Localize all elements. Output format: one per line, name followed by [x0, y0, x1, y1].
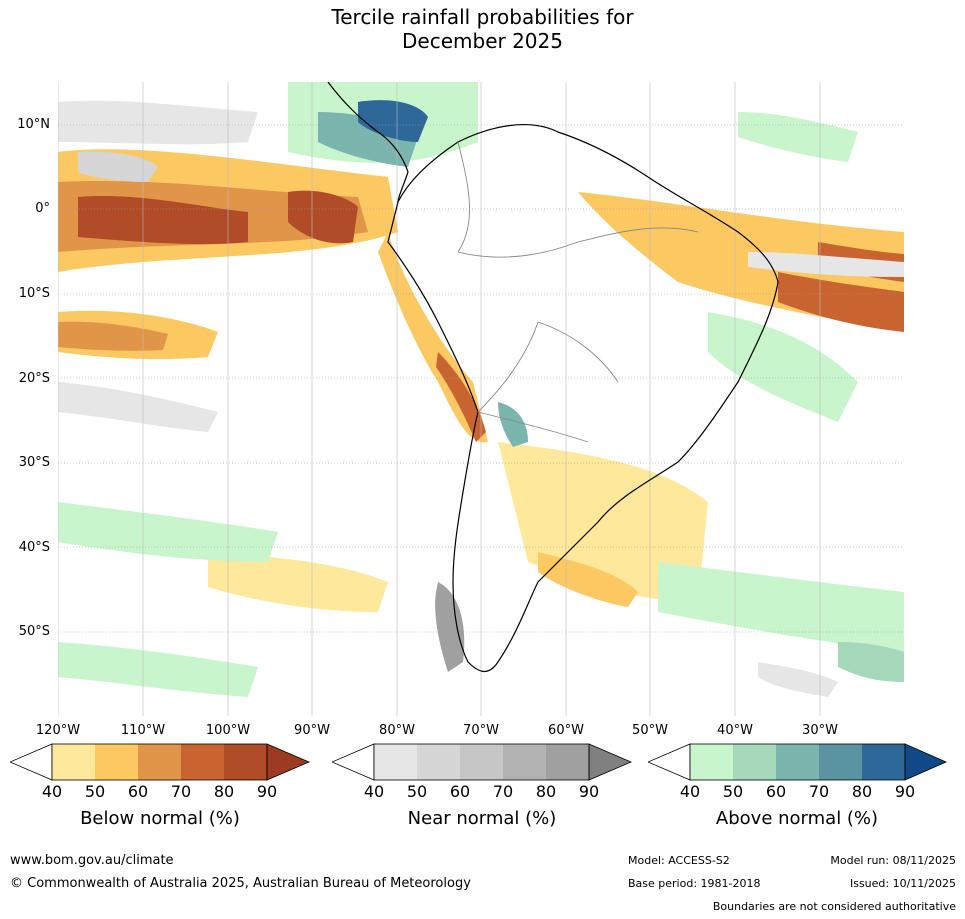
lon-label: 70°W [463, 723, 499, 738]
above-normal-colorbar [648, 743, 947, 781]
above-cbar-min-arrow [648, 743, 691, 781]
near-normal-regions [58, 100, 904, 697]
below-tick: 90 [256, 782, 278, 801]
above-cbar-segment [776, 744, 819, 780]
near-tick: 80 [535, 782, 557, 801]
footer-base-period: Base period: 1981-2018 [628, 877, 761, 890]
below-cbar-max-arrow [266, 743, 310, 781]
above-tick: 80 [851, 782, 873, 801]
rainfall-probability-map [58, 82, 904, 716]
near-normal-colorbar [332, 743, 632, 781]
lon-label: 80°W [379, 723, 415, 738]
below-tick: 50 [84, 782, 106, 801]
lat-label: 50°S [18, 624, 50, 639]
lon-label: 100°W [205, 723, 251, 738]
near-cbar-segment [460, 744, 503, 780]
below-normal-regions [58, 149, 904, 612]
above-cbar-segment [819, 744, 862, 780]
above-tick: 50 [722, 782, 744, 801]
lat-label: 20°S [18, 371, 50, 386]
below-cbar-segment [224, 744, 267, 780]
below-tick: 60 [127, 782, 149, 801]
lat-label: 30°S [18, 455, 50, 470]
footer-model: Model: ACCESS-S2 [628, 854, 730, 867]
above-tick: 90 [894, 782, 916, 801]
near-tick: 40 [363, 782, 385, 801]
footer-model-run: Model run: 08/11/2025 [830, 854, 956, 867]
footer-issued: Issued: 10/11/2025 [849, 877, 956, 890]
near-cbar-min-arrow [332, 743, 375, 781]
below-normal-colorbar [10, 743, 310, 781]
near-cbar-segment [546, 744, 589, 780]
lat-label: 40°S [18, 540, 50, 555]
above-cbar-segment [690, 744, 733, 780]
footer-disclaimer: Boundaries are not considered authoritat… [712, 900, 956, 913]
below-tick: 80 [213, 782, 235, 801]
lon-label: 110°W [120, 723, 166, 738]
near-tick: 90 [578, 782, 600, 801]
below-tick: 70 [170, 782, 192, 801]
below-cbar-segment [138, 744, 181, 780]
below-cbar-segment [52, 744, 95, 780]
near-cbar-segment [417, 744, 460, 780]
central-america-coastline [327, 82, 409, 203]
above-tick: 60 [765, 782, 787, 801]
below-normal-title: Below normal (%) [80, 808, 240, 829]
below-cbar-segment [181, 744, 224, 780]
map-title-line1: Tercile rainfall probabilities for [331, 5, 634, 29]
country-borders [457, 141, 699, 443]
above-tick: 70 [808, 782, 830, 801]
lat-label: 10°N [17, 117, 50, 132]
above-tick: 40 [679, 782, 701, 801]
meridians [58, 82, 821, 716]
above-cbar-segment [733, 744, 776, 780]
lon-label: 50°W [632, 723, 668, 738]
near-normal-title: Near normal (%) [407, 808, 557, 829]
footer-copyright: © Commonwealth of Australia 2025, Austra… [10, 876, 471, 891]
lon-label: 90°W [294, 723, 330, 738]
near-tick: 70 [492, 782, 514, 801]
south-america-coastline [387, 123, 779, 672]
lon-label: 30°W [802, 723, 838, 738]
near-cbar-max-arrow [588, 743, 632, 781]
near-cbar-segment [374, 744, 417, 780]
near-tick: 50 [406, 782, 428, 801]
below-cbar-segment [95, 744, 138, 780]
footer-url: www.bom.gov.au/climate [10, 853, 174, 868]
lon-label: 60°W [548, 723, 584, 738]
lon-label: 40°W [717, 723, 753, 738]
near-cbar-segment [503, 744, 546, 780]
near-tick: 60 [449, 782, 471, 801]
above-normal-title: Above normal (%) [715, 808, 879, 829]
above-cbar-segment [862, 744, 905, 780]
lon-label: 120°W [35, 723, 81, 738]
map-title-line2: December 2025 [402, 29, 563, 53]
above-cbar-max-arrow [904, 743, 947, 781]
below-tick: 40 [41, 782, 63, 801]
lat-label: 0° [35, 201, 50, 216]
below-cbar-min-arrow [10, 743, 53, 781]
lat-label: 10°S [18, 286, 50, 301]
